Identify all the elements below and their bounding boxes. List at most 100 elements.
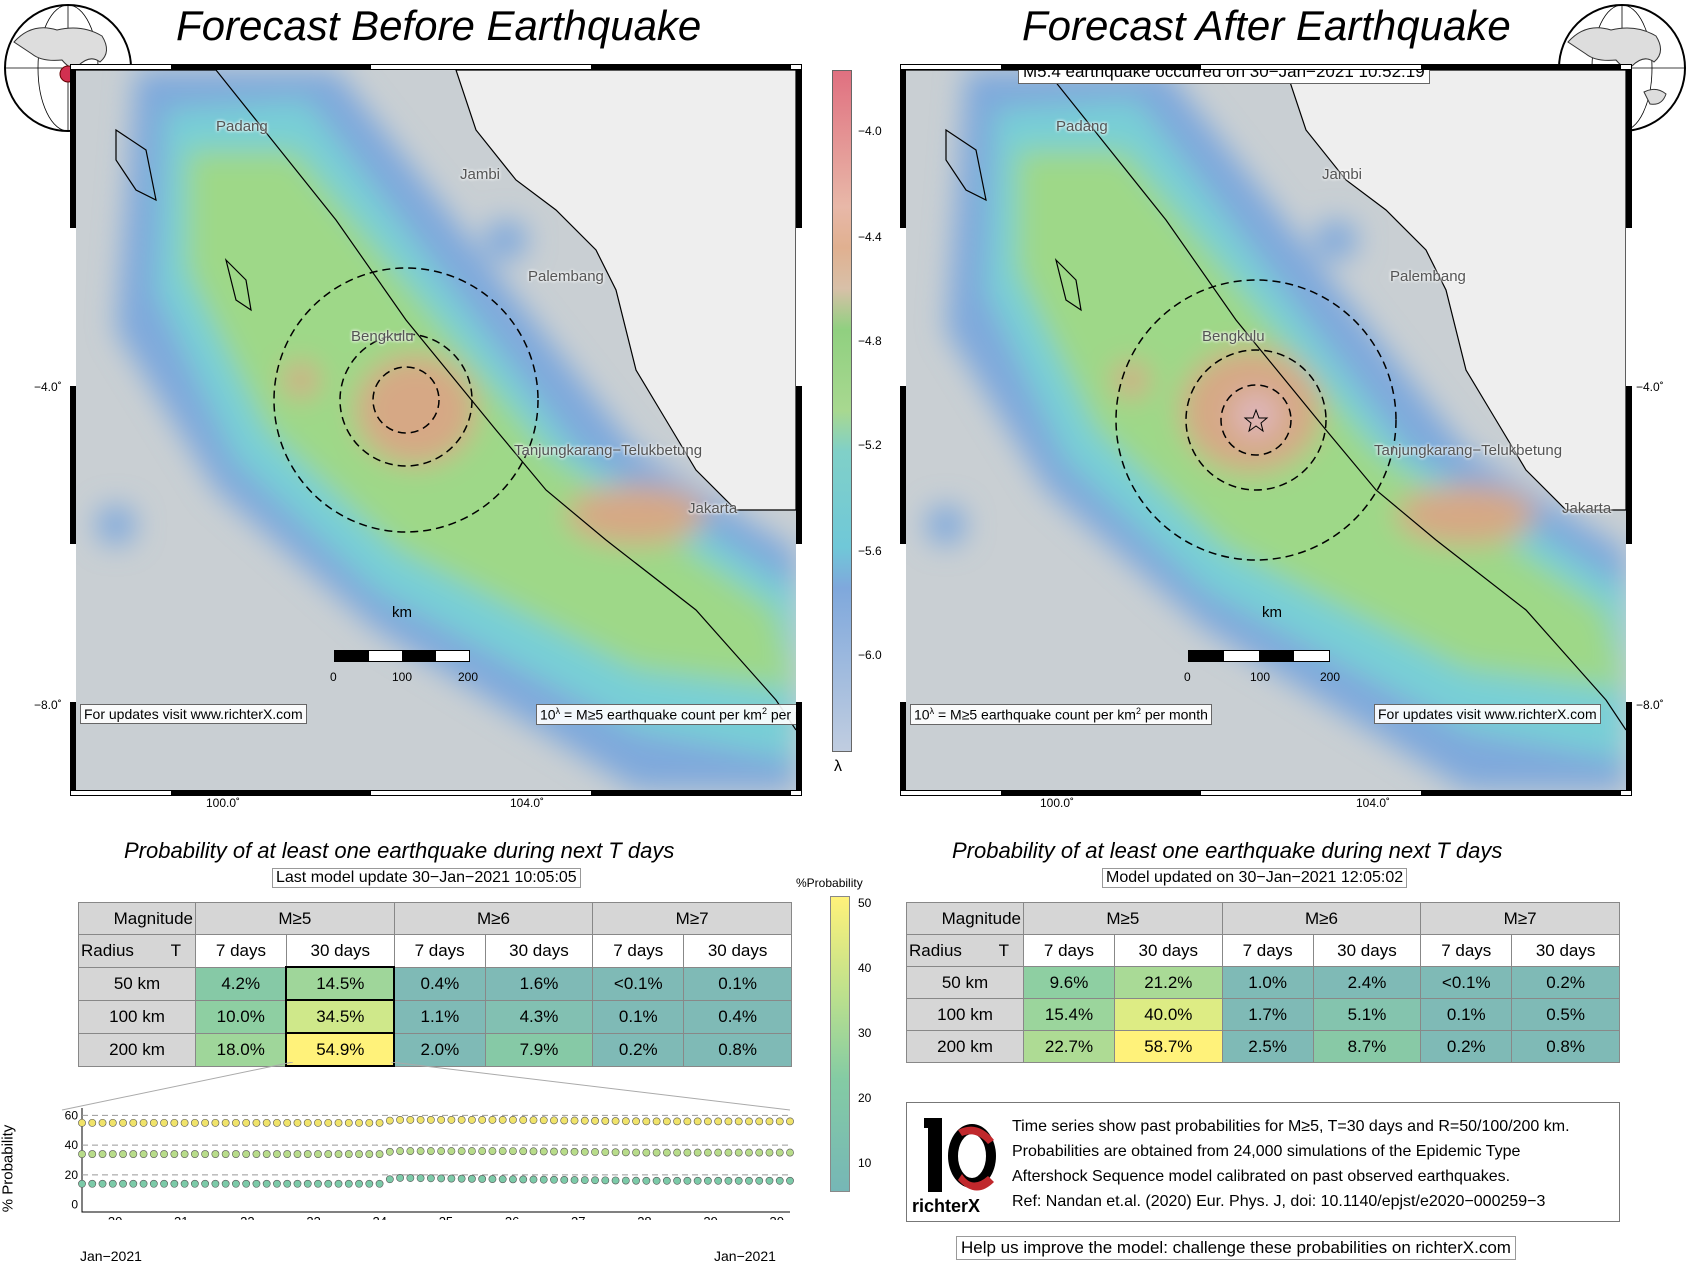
ts-point xyxy=(355,1150,363,1158)
ts-point xyxy=(160,1150,168,1158)
prob-cell: <0.1% xyxy=(592,966,685,1001)
ts-point xyxy=(98,1118,107,1127)
ts-point xyxy=(324,1118,333,1127)
ts-point xyxy=(221,1118,230,1127)
ts-point xyxy=(570,1147,579,1156)
ts-point xyxy=(765,1176,774,1185)
ts-xtick: 27 xyxy=(571,1214,585,1220)
ts-point xyxy=(293,1150,302,1158)
ts-point xyxy=(755,1117,764,1126)
scale-bar xyxy=(334,650,470,662)
period-header: 30 days xyxy=(1312,934,1422,967)
legend-line: Probabilities are obtained from 24,000 s… xyxy=(1012,1143,1521,1160)
ts-point xyxy=(78,1118,86,1127)
ts-point xyxy=(457,1174,466,1183)
ts-point xyxy=(375,1118,384,1127)
period-header: 7 days xyxy=(592,934,685,968)
map-frame xyxy=(70,70,76,790)
ts-point xyxy=(775,1117,784,1126)
ts-point xyxy=(498,1147,507,1155)
colorbar-tick: −5.6 xyxy=(858,544,882,558)
ts-point xyxy=(385,1175,394,1184)
ts-point xyxy=(88,1150,97,1158)
ts-point xyxy=(262,1150,271,1158)
table-row: 100 km 10.0% 34.5% 1.1% 4.3% 0.1% 0.4% xyxy=(78,999,792,1034)
mag-header: M≥5 xyxy=(195,902,395,935)
right-map-title: Forecast After Earthquake xyxy=(1022,2,1511,49)
units-note: 10λ = M≥5 earthquake count per km2 per m… xyxy=(910,704,1212,725)
lon-label: 104.0˚ xyxy=(510,796,545,810)
ts-point xyxy=(447,1147,456,1155)
period-header: 30 days xyxy=(285,934,395,968)
ts-point xyxy=(129,1179,138,1188)
ts-point xyxy=(375,1150,384,1158)
ts-point xyxy=(396,1147,404,1155)
ts-point xyxy=(108,1118,117,1127)
ts-point xyxy=(611,1117,620,1125)
ts-point xyxy=(488,1147,497,1155)
radius-header: Radius T xyxy=(906,934,1024,967)
ts-point xyxy=(334,1150,343,1158)
ts-point xyxy=(252,1179,261,1188)
colorbar-tick: −5.2 xyxy=(858,438,882,452)
period-header: 7 days xyxy=(195,934,287,968)
map-frame xyxy=(900,790,1632,796)
ts-point xyxy=(262,1118,271,1127)
radius-cell: 200 km xyxy=(906,1030,1024,1063)
ts-xtick: 26 xyxy=(505,1214,519,1220)
ts-point xyxy=(119,1118,127,1127)
colorbar-tick: −4.8 xyxy=(858,334,882,348)
ts-ytick: 60 xyxy=(65,1108,79,1122)
rate-colorbar xyxy=(832,70,852,752)
lat-label: −8.0˚ xyxy=(1636,698,1664,712)
prob-cell: 54.9% xyxy=(285,1032,396,1067)
ts-point xyxy=(180,1150,189,1158)
period-header: 30 days xyxy=(683,934,792,968)
table-row: 50 km 4.2% 14.5% 0.4% 1.6% <0.1% 0.1% xyxy=(78,966,792,1001)
ts-point xyxy=(437,1147,446,1155)
ts-point xyxy=(529,1147,538,1156)
ts-point xyxy=(693,1176,702,1185)
ts-point xyxy=(550,1175,558,1184)
city-label: Palembang xyxy=(1390,268,1466,285)
prob-cell: 0.8% xyxy=(1511,1030,1620,1063)
prob-cell: 0.2% xyxy=(1511,966,1620,999)
prob-cell: 0.5% xyxy=(1511,998,1620,1031)
ts-point xyxy=(457,1115,466,1124)
ts-xtick: 30 xyxy=(770,1214,784,1220)
km-label: km xyxy=(1262,604,1282,621)
ts-point xyxy=(437,1115,446,1124)
ts-point xyxy=(539,1175,548,1184)
map-frame xyxy=(900,70,906,790)
ts-point xyxy=(426,1147,435,1155)
prob-cell: 4.3% xyxy=(484,999,594,1034)
right-prob-subtitle: Model updated on 30−Jan−2021 12:05:02 xyxy=(1102,868,1408,888)
ts-point xyxy=(704,1117,712,1126)
ts-point xyxy=(478,1115,487,1124)
ts-point xyxy=(632,1117,640,1126)
ts-point xyxy=(786,1148,794,1157)
city-label: Jambi xyxy=(1322,166,1363,183)
help-link[interactable]: Help us improve the model: challenge the… xyxy=(956,1236,1516,1260)
ts-point xyxy=(355,1179,363,1188)
ts-point xyxy=(108,1179,117,1188)
ts-point xyxy=(78,1150,86,1158)
map-frame xyxy=(70,64,802,70)
ts-point xyxy=(344,1150,353,1158)
left-prob-table: Magnitude M≥5 M≥6 M≥7 Radius T 7 days 30 … xyxy=(78,902,792,1067)
ts-point xyxy=(745,1117,753,1126)
ts-point xyxy=(632,1176,640,1185)
ts-point xyxy=(775,1148,784,1157)
ts-point xyxy=(468,1174,476,1183)
ts-point xyxy=(293,1118,302,1127)
scale-tick: 100 xyxy=(1250,670,1271,684)
ts-point xyxy=(560,1116,569,1125)
prob-cell: 8.7% xyxy=(1312,1030,1422,1063)
prob-cell: 18.0% xyxy=(195,1032,287,1067)
ts-point xyxy=(232,1150,240,1158)
ts-point xyxy=(252,1118,261,1127)
prob-cell: 58.7% xyxy=(1113,1030,1223,1063)
prob-cell: 0.8% xyxy=(683,1032,792,1067)
prob-cell: 14.5% xyxy=(285,966,396,1001)
ts-point xyxy=(601,1176,610,1185)
